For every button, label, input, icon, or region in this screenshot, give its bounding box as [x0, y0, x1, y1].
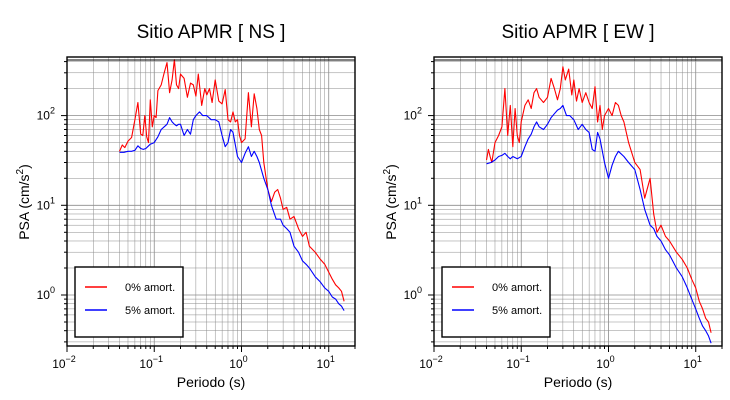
y-axis-label: PSA (cm/s2): [382, 164, 399, 240]
chart-panel-ew: Sitio APMR [ EW ] Periodo (s) PSA (cm/s2…: [382, 22, 723, 390]
chart-title: Sitio APMR [ NS ]: [137, 22, 286, 43]
legend: 0% amort. 5% amort.: [441, 266, 551, 338]
chart-panel-ns: Sitio APMR [ NS ] Periodo (s) PSA (cm/s2…: [15, 22, 356, 390]
y-axis-label: PSA (cm/s2): [15, 164, 32, 240]
x-tick-label: 10−2: [419, 354, 443, 371]
x-tick-label: 101: [684, 354, 702, 371]
x-tick-label: 10−1: [506, 354, 530, 371]
ticks: [428, 61, 723, 352]
x-tick-label: 100: [596, 354, 614, 371]
series-line-amort-0: [118, 59, 345, 302]
legend-label: 0% amort.: [492, 282, 542, 294]
x-tick-label: 101: [317, 354, 335, 371]
legend-label: 5% amort.: [492, 305, 542, 317]
x-tick-label: 100: [229, 354, 247, 371]
legend: 0% amort. 5% amort.: [74, 266, 184, 338]
series-line-amort-5: [119, 111, 345, 311]
legend-label: 0% amort.: [125, 282, 175, 294]
y-tick-label: 102: [37, 106, 55, 123]
y-tick-label: 101: [404, 195, 422, 212]
plot-frame: [66, 56, 356, 347]
x-tick-label: 10−1: [139, 354, 163, 371]
grid: [67, 57, 355, 346]
series-line-amort-5: [486, 104, 712, 344]
x-axis-label: Periodo (s): [544, 374, 612, 390]
y-tick-label: 100: [37, 285, 55, 302]
y-tick-label: 101: [37, 195, 55, 212]
y-tick-label: 102: [404, 106, 422, 123]
ticks: [61, 61, 356, 352]
series-line-amort-0: [485, 66, 712, 333]
plot-frame: [433, 56, 723, 347]
x-tick-label: 10−2: [52, 354, 76, 371]
legend-label: 5% amort.: [125, 305, 175, 317]
y-tick-label: 100: [404, 285, 422, 302]
x-axis-label: Periodo (s): [177, 374, 245, 390]
legend-box: [74, 266, 184, 338]
legend-box: [441, 266, 551, 338]
chart-title: Sitio APMR [ EW ]: [501, 22, 654, 43]
